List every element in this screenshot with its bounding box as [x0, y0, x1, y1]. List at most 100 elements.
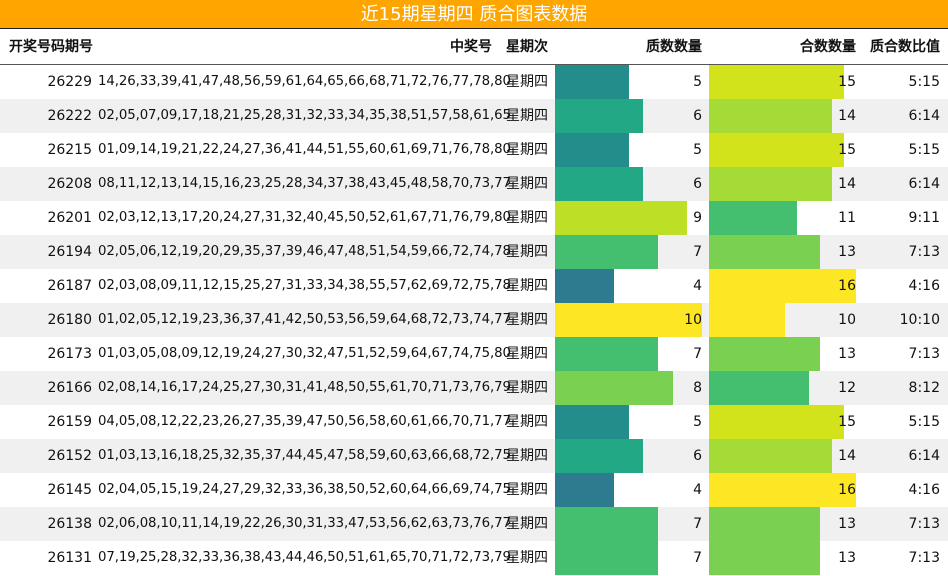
prime-count-bar	[555, 269, 614, 303]
composite-count-bar	[709, 133, 844, 167]
prime-count-bar	[555, 473, 614, 507]
prime-count-bar	[555, 303, 702, 337]
table-row: 26173 01,03,05,08,09,12,19,24,27,30,32,47…	[0, 337, 948, 371]
winning-numbers: 01,02,05,12,19,23,36,37,41,42,50,53,56,5…	[98, 312, 511, 327]
weekday: 星期四	[506, 414, 548, 430]
prime-count-cell: 10	[555, 303, 702, 337]
winning-numbers: 02,08,14,16,17,24,25,27,30,31,41,48,50,5…	[98, 380, 511, 395]
table-row: 26229 14,26,33,39,41,47,48,56,59,61,64,65…	[0, 65, 948, 99]
table-body: 26229 14,26,33,39,41,47,48,56,59,61,64,65…	[0, 65, 948, 576]
prime-count-bar	[555, 337, 658, 371]
composite-count-label: 12	[838, 380, 856, 396]
composite-count-cell: 14	[709, 439, 856, 473]
winning-numbers: 04,05,08,12,22,23,26,27,35,39,47,50,56,5…	[98, 414, 511, 429]
prime-count-label: 7	[693, 244, 702, 260]
composite-count-cell: 10	[709, 303, 856, 337]
prime-count-cell: 9	[555, 201, 702, 235]
issue-number: 26201	[47, 210, 92, 226]
prime-count-label: 7	[693, 346, 702, 362]
prime-count-cell: 7	[555, 507, 702, 541]
prime-count-label: 5	[693, 414, 702, 430]
table-row: 26208 08,11,12,13,14,15,16,23,25,28,34,37…	[0, 167, 948, 201]
composite-count-label: 13	[838, 550, 856, 566]
issue-number: 26194	[47, 244, 92, 260]
prime-count-cell: 6	[555, 99, 702, 133]
issue-number: 26187	[47, 278, 92, 294]
composite-count-label: 15	[838, 142, 856, 158]
composite-count-cell: 11	[709, 201, 856, 235]
composite-count-bar	[709, 201, 797, 235]
composite-count-bar	[709, 337, 820, 371]
weekday: 星期四	[506, 74, 548, 90]
issue-number: 26208	[47, 176, 92, 192]
table-row: 26222 02,05,07,09,17,18,21,25,28,31,32,33…	[0, 99, 948, 133]
winning-numbers: 01,03,13,16,18,25,32,35,37,44,45,47,58,5…	[98, 448, 511, 463]
prime-count-bar	[555, 371, 673, 405]
prime-count-label: 4	[693, 278, 702, 294]
weekday: 星期四	[506, 380, 548, 396]
header-prime-count: 质数数量	[646, 39, 702, 55]
composite-count-bar	[709, 65, 844, 99]
prime-count-label: 9	[693, 210, 702, 226]
issue-number: 26180	[47, 312, 92, 328]
composite-count-label: 13	[838, 244, 856, 260]
composite-count-cell: 15	[709, 65, 856, 99]
weekday: 星期四	[506, 550, 548, 566]
table-row: 26145 02,04,05,15,19,24,27,29,32,33,36,38…	[0, 473, 948, 507]
composite-count-cell: 16	[709, 473, 856, 507]
prime-composite-ratio: 7:13	[908, 244, 940, 260]
prime-count-cell: 7	[555, 337, 702, 371]
winning-numbers: 02,05,07,09,17,18,21,25,28,31,32,33,34,3…	[98, 108, 511, 123]
table-row: 26215 01,09,14,19,21,22,24,27,36,41,44,51…	[0, 133, 948, 167]
composite-count-cell: 15	[709, 133, 856, 167]
weekday: 星期四	[506, 312, 548, 328]
composite-count-cell: 15	[709, 405, 856, 439]
issue-number: 26173	[47, 346, 92, 362]
prime-count-label: 6	[693, 448, 702, 464]
issue-number: 26138	[47, 516, 92, 532]
issue-number: 26131	[47, 550, 92, 566]
prime-count-bar	[555, 99, 643, 133]
composite-count-cell: 13	[709, 541, 856, 575]
header-weekday: 星期次	[506, 39, 548, 55]
composite-count-bar	[709, 439, 832, 473]
prime-count-cell: 5	[555, 65, 702, 99]
winning-numbers: 01,09,14,19,21,22,24,27,36,41,44,51,55,6…	[98, 142, 511, 157]
composite-count-bar	[709, 541, 820, 575]
weekday: 星期四	[506, 482, 548, 498]
prime-composite-ratio: 4:16	[908, 278, 940, 294]
prime-count-cell: 6	[555, 439, 702, 473]
weekday: 星期四	[506, 346, 548, 362]
composite-count-label: 14	[838, 176, 856, 192]
prime-composite-ratio: 4:16	[908, 482, 940, 498]
table-row: 26138 02,06,08,10,11,14,19,22,26,30,31,33…	[0, 507, 948, 541]
composite-count-cell: 13	[709, 337, 856, 371]
prime-count-cell: 7	[555, 235, 702, 269]
composite-count-bar	[709, 507, 820, 541]
weekday: 星期四	[506, 210, 548, 226]
weekday: 星期四	[506, 448, 548, 464]
prime-count-label: 5	[693, 142, 702, 158]
prime-composite-ratio: 7:13	[908, 516, 940, 532]
prime-count-bar	[555, 507, 658, 541]
weekday: 星期四	[506, 244, 548, 260]
table-row: 26152 01,03,13,16,18,25,32,35,37,44,45,47…	[0, 439, 948, 473]
composite-count-bar	[709, 167, 832, 201]
table-row: 26159 04,05,08,12,22,23,26,27,35,39,47,50…	[0, 405, 948, 439]
prime-composite-ratio: 10:10	[899, 312, 940, 328]
prime-count-label: 8	[693, 380, 702, 396]
prime-count-cell: 4	[555, 473, 702, 507]
composite-count-bar	[709, 371, 809, 405]
prime-count-bar	[555, 439, 643, 473]
prime-count-label: 4	[693, 482, 702, 498]
issue-number: 26152	[47, 448, 92, 464]
prime-count-cell: 5	[555, 133, 702, 167]
prime-count-cell: 6	[555, 167, 702, 201]
table-row: 26180 01,02,05,12,19,23,36,37,41,42,50,53…	[0, 303, 948, 337]
prime-count-bar	[555, 235, 658, 269]
issue-number: 26229	[47, 74, 92, 90]
prime-count-bar	[555, 65, 629, 99]
prime-composite-ratio: 7:13	[908, 346, 940, 362]
composite-count-label: 14	[838, 448, 856, 464]
prime-count-bar	[555, 405, 629, 439]
